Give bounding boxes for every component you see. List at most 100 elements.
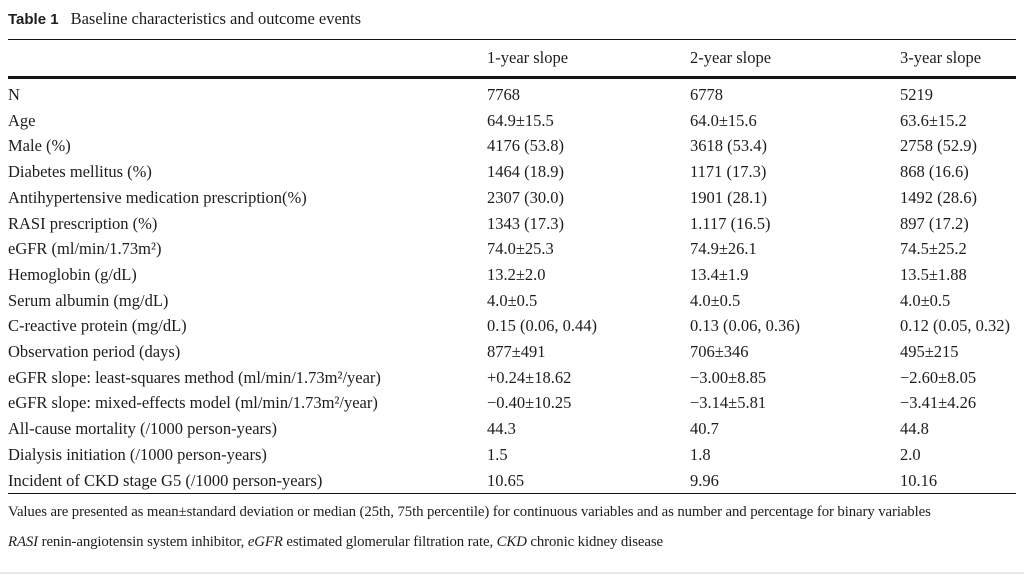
table-row: eGFR slope: mixed-effects model (ml/min/… — [8, 390, 1016, 416]
row-label: eGFR slope: mixed-effects model (ml/min/… — [8, 393, 378, 413]
table-row: eGFR (ml/min/1.73m²) 74.0±25.3 74.9±26.1 74… — [8, 236, 1016, 262]
abbreviation-term: eGFR — [247, 534, 283, 551]
row-label: Observation period (days) — [8, 342, 181, 362]
cell-value: 63.6±15.2 — [900, 110, 967, 130]
footnotes: Values are presented as mean±standard de… — [8, 494, 1016, 553]
table-row: Hemoglobin (g/dL) 13.2±2.0 13.4±1.9 13.5±1.… — [8, 262, 1016, 288]
table-row: Dialysis initiation (/1000 person-years)… — [8, 442, 1016, 468]
footnote: RASI renin-angiotensin system inhibitor,… — [8, 532, 1016, 553]
cell-value: 10.65 — [487, 470, 525, 490]
row-label: Antihypertensive medication prescription… — [8, 187, 307, 207]
table-caption-label: Table 1 — [8, 11, 59, 28]
cell-value: 877±491 — [487, 342, 546, 362]
table-caption-text: Baseline characteristics and outcome eve… — [70, 9, 362, 28]
footnote-text: renin-angiotensin system inhibitor, — [38, 534, 248, 551]
cell-value: 44.8 — [900, 419, 929, 439]
row-label: Dialysis initiation (/1000 person-years) — [8, 444, 267, 464]
cell-value: 1492 (28.6) — [900, 187, 977, 207]
cell-value: 1171 (17.3) — [690, 162, 767, 182]
table-row: All-cause mortality (/1000 person-years)… — [8, 416, 1016, 442]
cell-value: 1.8 — [690, 444, 711, 464]
cell-value: 3618 (53.4) — [690, 136, 767, 156]
cell-value: 9.96 — [690, 470, 719, 490]
paper-table-figure: Table 1 Baseline characteristics and outc… — [8, 5, 1016, 553]
row-label: Age — [8, 110, 36, 130]
cell-value: −3.41±4.26 — [900, 393, 977, 413]
cell-value: 74.5±25.2 — [900, 239, 967, 259]
footnote-text: Values are presented as mean±standard de… — [8, 504, 931, 521]
row-label: C-reactive protein (mg/dL) — [8, 316, 187, 336]
row-label: RASI prescription (%) — [8, 213, 158, 233]
cell-value: 6778 — [690, 85, 723, 104]
table-row: N 7768 6778 5219 — [8, 78, 1016, 108]
row-label: Serum albumin (mg/dL) — [8, 290, 169, 310]
footnote-text: chronic kidney disease — [526, 534, 663, 551]
header-cell-2: 2-year slope — [690, 39, 900, 79]
cell-value: 74.9±26.1 — [690, 239, 757, 259]
table-row: Antihypertensive medication prescription… — [8, 185, 1016, 211]
cell-value: 2758 (52.9) — [900, 136, 977, 156]
cell-value: −3.00±8.85 — [690, 367, 767, 387]
table-row: Male (%) 4176 (53.8) 3618 (53.4) 2758 (52.9… — [8, 133, 1016, 159]
cell-value: 64.9±15.5 — [487, 110, 554, 130]
table-row: Serum albumin (mg/dL) 4.0±0.5 4.0±0.5 4.0±0… — [8, 288, 1016, 314]
row-label: eGFR (ml/min/1.73m²) — [8, 239, 162, 259]
abbreviation-term: RASI — [8, 534, 39, 551]
cell-value: 0.12 (0.05, 0.32) — [900, 316, 1010, 336]
cell-value: 4.0±0.5 — [690, 290, 741, 310]
table-caption: Table 1 Baseline characteristics and outc… — [8, 5, 1016, 39]
cell-value: 5219 — [900, 85, 933, 104]
cell-value: 13.4±1.9 — [690, 264, 749, 284]
cell-value: −3.14±5.81 — [690, 393, 767, 413]
table-row: eGFR slope: least-squares method (ml/min… — [8, 365, 1016, 391]
table-row: C-reactive protein (mg/dL) 0.15 (0.06, 0.… — [8, 313, 1016, 339]
cell-value: 4.0±0.5 — [487, 290, 538, 310]
cell-value: 706±346 — [690, 342, 749, 362]
table-body: N 7768 6778 5219 Age 64.9±15.5 64.0±15.6 63.6±1… — [8, 78, 1016, 494]
row-label: Hemoglobin (g/dL) — [8, 264, 137, 284]
cell-value: 7768 — [487, 85, 520, 104]
table-row: Age 64.9±15.5 64.0±15.6 63.6±15.2 — [8, 108, 1016, 134]
abbreviation-term: CKD — [496, 534, 527, 551]
cell-value: 1.5 — [487, 444, 508, 464]
table-row: RASI prescription (%) 1343 (17.3) 1.117 (1… — [8, 211, 1016, 237]
header-cell-empty — [8, 39, 487, 79]
row-label: Diabetes mellitus (%) — [8, 162, 152, 182]
cell-value: 13.2±2.0 — [487, 264, 546, 284]
cell-value: 1901 (28.1) — [690, 187, 767, 207]
cell-value: 0.13 (0.06, 0.36) — [690, 316, 800, 336]
row-label: eGFR slope: least-squares method (ml/min… — [8, 367, 381, 387]
cell-value: 0.15 (0.06, 0.44) — [487, 316, 597, 336]
cell-value: −2.60±8.05 — [900, 367, 977, 387]
cell-value: 2307 (30.0) — [487, 187, 564, 207]
baseline-characteristics-table: 1-year slope 2-year slope 3-year slope N 77… — [8, 39, 1016, 495]
row-label: N — [8, 85, 20, 104]
cell-value: 4.0±0.5 — [900, 290, 951, 310]
cell-value: 10.16 — [900, 470, 938, 490]
header-cell-1: 1-year slope — [487, 39, 690, 79]
footnote-text: estimated glomerular filtration rate, — [282, 534, 497, 551]
table-row: Observation period (days) 877±491 706±346 4… — [8, 339, 1016, 365]
table-row: Incident of CKD stage G5 (/1000 person-y… — [8, 468, 1016, 494]
cell-value: 897 (17.2) — [900, 213, 969, 233]
row-label: Incident of CKD stage G5 (/1000 person-y… — [8, 470, 323, 490]
cell-value: 868 (16.6) — [900, 162, 969, 182]
cell-value: 1464 (18.9) — [487, 162, 564, 182]
cell-value: +0.24±18.62 — [487, 367, 572, 387]
header-cell-3: 3-year slope — [900, 39, 1016, 79]
scan-artifact-line — [0, 572, 1024, 574]
cell-value: 1343 (17.3) — [487, 213, 564, 233]
cell-value: 44.3 — [487, 419, 516, 439]
cell-value: 4176 (53.8) — [487, 136, 564, 156]
cell-value: 495±215 — [900, 342, 959, 362]
cell-value: 1.117 (16.5) — [690, 213, 771, 233]
cell-value: 64.0±15.6 — [690, 110, 757, 130]
header-row: 1-year slope 2-year slope 3-year slope — [8, 39, 1016, 79]
cell-value: 13.5±1.88 — [900, 264, 967, 284]
cell-value: 2.0 — [900, 444, 921, 464]
table-header: 1-year slope 2-year slope 3-year slope — [8, 39, 1016, 79]
row-label: Male (%) — [8, 136, 71, 156]
cell-value: 40.7 — [690, 419, 719, 439]
cell-value: 74.0±25.3 — [487, 239, 554, 259]
footnote: Values are presented as mean±standard de… — [8, 502, 1016, 523]
